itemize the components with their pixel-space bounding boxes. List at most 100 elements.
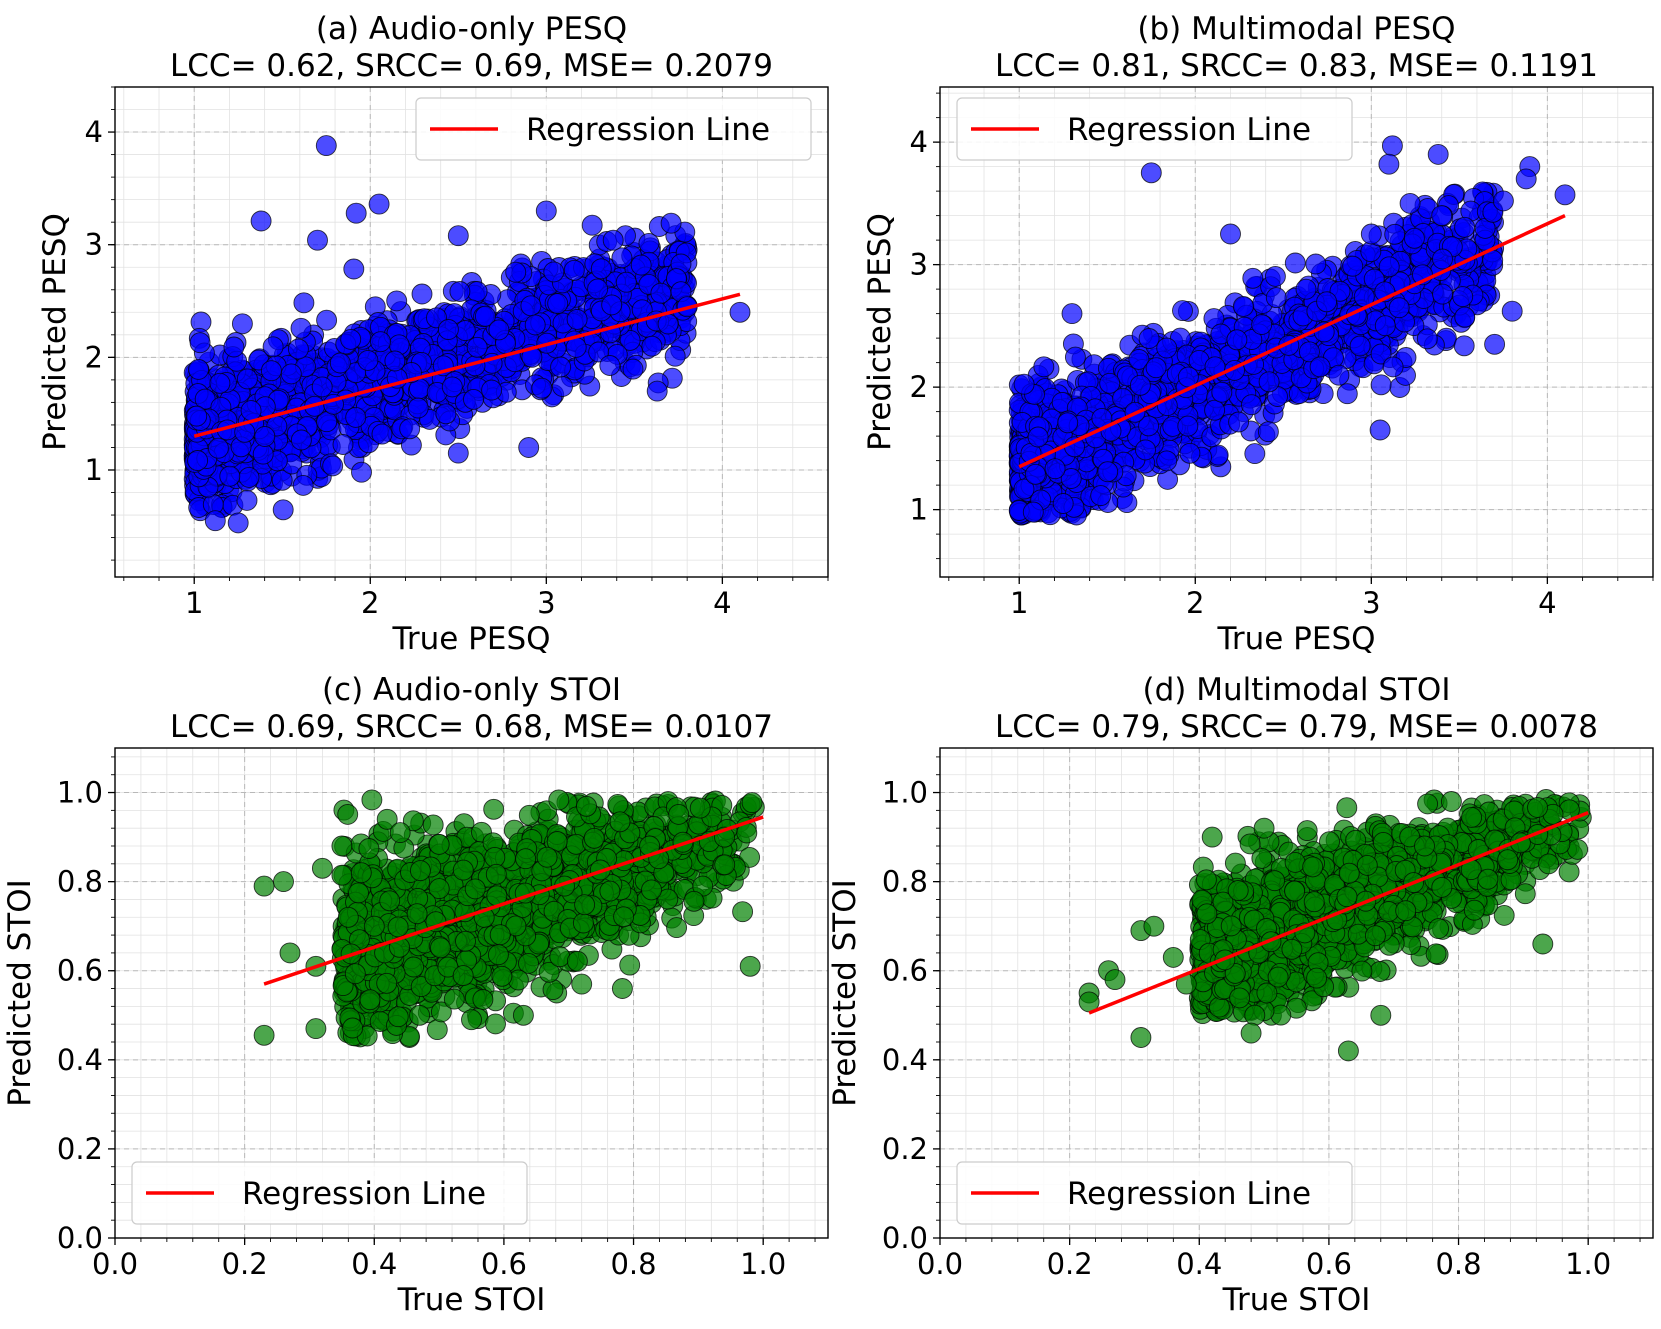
scatter-point [1156,450,1178,472]
x-tick-label: 3 [1362,586,1380,620]
scatter-point [238,466,260,488]
scatter-point [231,313,253,335]
scatter-point [1284,252,1306,274]
scatter-point [272,499,294,521]
scatter-point [1033,356,1055,378]
scatter-point [1336,383,1358,405]
scatter-point [1099,372,1121,394]
scatter-point [1061,303,1083,325]
scatter-point [601,294,623,316]
scatter-point [641,335,663,357]
scatter-point [1013,373,1035,395]
scatter-point [1378,153,1400,175]
scatter-point [386,290,408,312]
scatter-point [316,309,338,331]
scatter-point [240,400,262,422]
scatter-point [588,341,610,363]
scatter-point [1241,394,1262,416]
y-tick-label: 3 [85,228,103,262]
scatter-point [1251,314,1273,335]
scatter-point [1257,421,1279,443]
scatter-point [1156,337,1178,359]
scatter-point [1427,143,1449,165]
scatter-point [524,314,546,336]
scatter-point [1403,227,1425,249]
y-tick-label: 1 [85,453,103,487]
scatter-point [1138,328,1160,349]
y-axis-label: Predicted PESQ [862,213,898,451]
scatter-point [287,338,309,360]
scatter-points [183,135,751,534]
scatter-point [449,281,471,302]
legend-box [415,97,812,161]
scatter-point [543,261,565,283]
scatter-point [351,461,372,483]
scatter-point [650,282,672,304]
scatter-point [292,474,314,496]
scatter-point [535,200,557,222]
scatter-point [1452,286,1474,308]
scatter-point [1044,458,1066,480]
scatter-point [1432,283,1453,305]
scatter-point [1309,356,1331,378]
scatter-point [209,372,231,394]
scatter-point [1501,300,1523,322]
x-tick-label: 3 [537,586,555,620]
scatter-point [1554,184,1576,206]
scatter-point [1382,356,1404,378]
scatter-point [343,258,365,280]
scatter-point [345,202,367,224]
scatter-point [315,135,337,157]
scatter-point [1138,415,1160,437]
x-tick-label: 2 [1186,586,1204,620]
scatter-point [1228,411,1250,433]
scatter-point [1145,357,1167,379]
scatter-point [607,793,629,815]
scatter-point [1090,485,1112,507]
scatter-point [547,293,569,314]
scatter-point [219,465,241,487]
chart-c: 0.0 0.2 0.4 0.6 0.8 1.00.00.20.40.60.81.0(c) … [2,672,829,1318]
scatter-point [437,319,459,340]
scatter-point [447,225,469,247]
scatter-point [280,363,302,385]
scatter-point [371,423,393,445]
scatter-point [1027,426,1049,448]
scatter-point [1097,461,1119,483]
scatter-point [311,376,333,398]
scatter-point [1432,248,1453,270]
scatter-point [566,308,588,330]
scatter-point [293,292,315,314]
scatter-point [1369,419,1391,441]
scatter-point [322,455,344,477]
scatter-point [1454,216,1476,238]
scatter-point [474,305,496,327]
scatter-point [223,336,245,358]
scatter-point [370,331,391,353]
scatter-point [550,356,572,378]
scatter-point [1349,335,1371,357]
y-tick-label: 4 [910,125,928,159]
scatter-point [1399,192,1421,214]
scatter-point [483,798,505,820]
scatter-point [411,283,433,305]
scatter-point [227,512,249,534]
scatter-point [260,360,282,382]
scatter-point [357,349,379,371]
scatter-point [1342,255,1364,277]
y-tick-label: 1 [910,493,928,527]
scatter-point [307,229,328,251]
scatter-point [290,317,312,339]
regression-line [193,292,741,438]
x-tick-label: 4 [1538,586,1556,620]
scatter-points [1008,135,1576,526]
scatter-point [207,437,229,459]
scatter-point [399,418,421,440]
scatter-point [441,376,463,398]
x-tick-label: 2 [361,586,379,620]
scatter-point [1064,346,1086,368]
scatter-point [1295,278,1317,300]
scatter-point [262,336,284,358]
scatter-point [186,405,208,427]
scatter-point [466,336,488,358]
